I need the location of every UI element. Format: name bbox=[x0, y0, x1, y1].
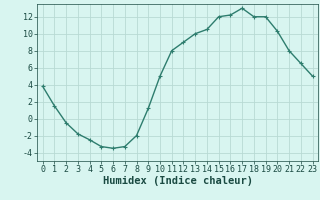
X-axis label: Humidex (Indice chaleur): Humidex (Indice chaleur) bbox=[103, 176, 252, 186]
